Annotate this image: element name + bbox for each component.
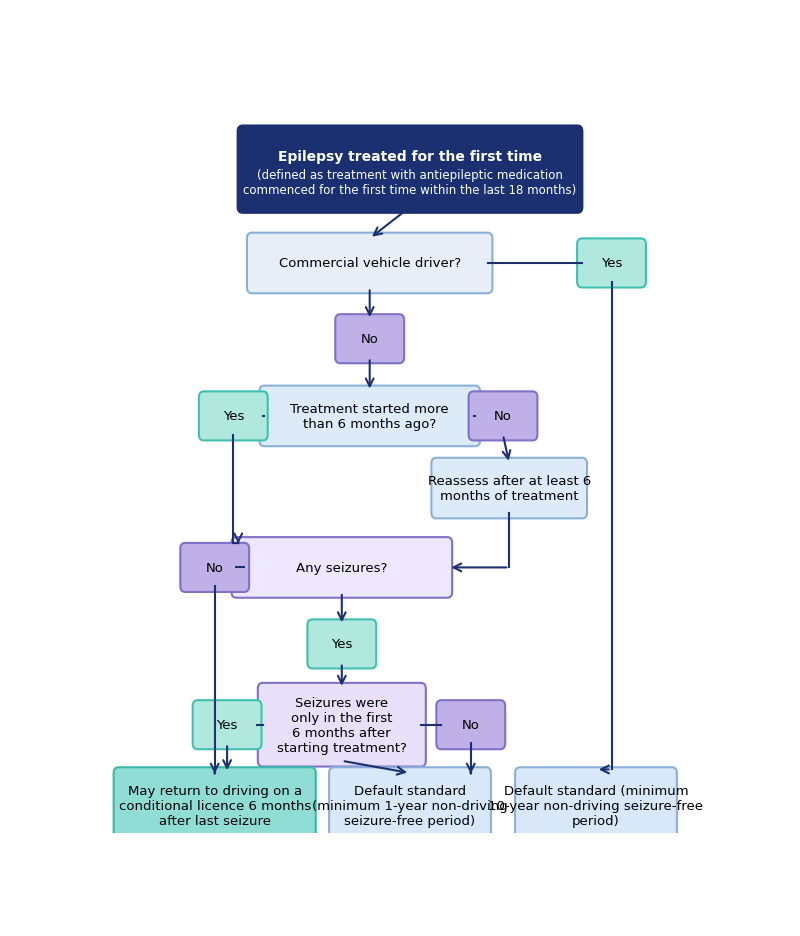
Text: Seizures were
only in the first
6 months after
starting treatment?: Seizures were only in the first 6 months… <box>277 696 406 753</box>
FancyBboxPatch shape <box>193 700 262 750</box>
FancyBboxPatch shape <box>180 543 249 592</box>
FancyBboxPatch shape <box>515 768 677 844</box>
Text: May return to driving on a
conditional licence 6 months
after last seizure: May return to driving on a conditional l… <box>118 784 311 827</box>
FancyBboxPatch shape <box>335 314 404 364</box>
Text: (defined as treatment with antiepileptic medication
commenced for the first time: (defined as treatment with antiepileptic… <box>243 168 577 197</box>
FancyBboxPatch shape <box>231 537 452 598</box>
Text: Reassess after at least 6
months of treatment: Reassess after at least 6 months of trea… <box>427 475 591 503</box>
Text: No: No <box>361 333 378 345</box>
FancyBboxPatch shape <box>431 459 587 519</box>
FancyBboxPatch shape <box>247 233 493 294</box>
Text: Yes: Yes <box>331 637 353 651</box>
Text: Any seizures?: Any seizures? <box>296 562 387 575</box>
FancyBboxPatch shape <box>238 126 582 213</box>
Text: Epilepsy treated for the first time: Epilepsy treated for the first time <box>278 150 542 164</box>
FancyBboxPatch shape <box>258 683 426 767</box>
FancyBboxPatch shape <box>259 387 480 446</box>
Text: Treatment started more
than 6 months ago?: Treatment started more than 6 months ago… <box>290 402 449 431</box>
Text: Yes: Yes <box>222 410 244 423</box>
FancyBboxPatch shape <box>329 768 491 844</box>
FancyBboxPatch shape <box>114 768 316 844</box>
FancyBboxPatch shape <box>577 240 646 288</box>
Text: Yes: Yes <box>217 719 238 731</box>
Text: Default standard (minimum
10-year non-driving seizure-free
period): Default standard (minimum 10-year non-dr… <box>489 784 703 827</box>
FancyBboxPatch shape <box>436 700 505 750</box>
Text: No: No <box>494 410 512 423</box>
Text: Commercial vehicle driver?: Commercial vehicle driver? <box>278 257 461 271</box>
FancyBboxPatch shape <box>307 620 376 668</box>
Text: Default standard
(minimum 1-year non-driving
seizure-free period): Default standard (minimum 1-year non-dri… <box>312 784 508 827</box>
Text: No: No <box>462 719 480 731</box>
Text: No: No <box>206 562 224 575</box>
FancyBboxPatch shape <box>469 392 538 441</box>
Text: Yes: Yes <box>601 257 622 271</box>
FancyBboxPatch shape <box>199 392 268 441</box>
